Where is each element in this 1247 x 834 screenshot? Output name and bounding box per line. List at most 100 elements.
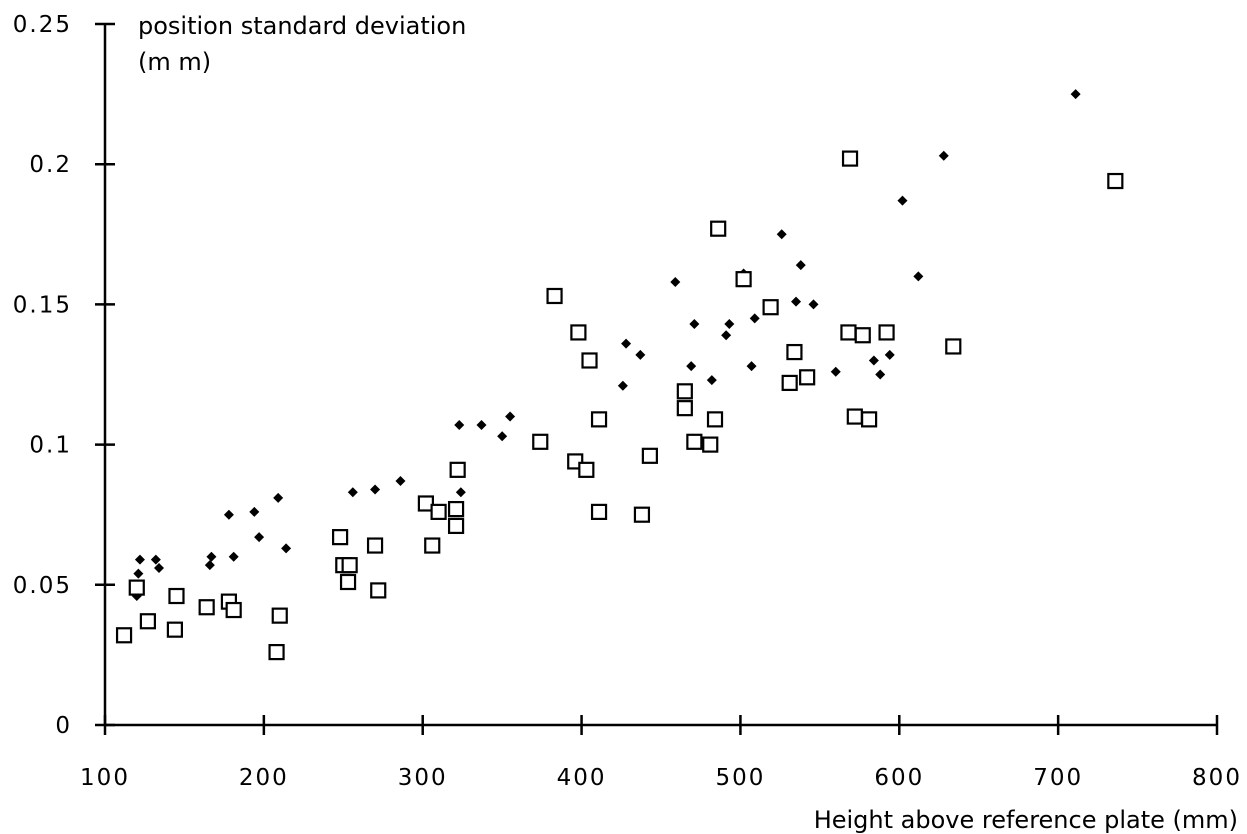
square-point — [702, 436, 719, 453]
diamond-point — [228, 551, 239, 562]
diamond-point — [670, 276, 681, 287]
diamond-point — [689, 319, 700, 330]
square-point — [786, 343, 803, 361]
diamond-point — [621, 338, 632, 349]
square-point — [590, 411, 608, 428]
square-point — [168, 587, 185, 605]
y-axis-title-line1: position standard deviation — [138, 12, 466, 40]
diamond-point — [455, 487, 466, 498]
square-point — [578, 461, 595, 478]
diamond-point — [706, 375, 717, 386]
square-point — [370, 582, 387, 599]
square-point — [581, 352, 598, 369]
diamond-point — [830, 366, 841, 377]
diamond-point — [776, 229, 787, 240]
x-tick-label: 600 — [874, 765, 924, 791]
y-tick-label: 0.1 — [29, 433, 72, 459]
square-point — [570, 324, 587, 341]
square-point — [341, 557, 358, 574]
square-point — [799, 369, 816, 386]
square-point — [424, 537, 441, 554]
square-point — [166, 621, 183, 638]
square-point — [532, 433, 549, 450]
diamond-point — [938, 150, 949, 161]
x-tick-label: 800 — [1192, 765, 1242, 791]
square-point — [271, 607, 288, 624]
square-point — [447, 500, 465, 518]
diamond-point — [204, 560, 215, 571]
square-point — [139, 613, 156, 630]
square-point — [686, 433, 703, 450]
diamond-point — [913, 271, 924, 282]
square-point — [861, 411, 878, 428]
y-tick-label: 0.25 — [13, 12, 72, 38]
x-axis-title: Height above reference plate (mm) — [814, 806, 1238, 834]
square-point — [854, 327, 871, 344]
diamond-point — [791, 296, 802, 307]
square-point — [339, 573, 357, 591]
x-tick-label: 200 — [239, 765, 289, 791]
diamond-point — [749, 313, 760, 324]
diamond-point — [273, 492, 284, 503]
diamond-point — [347, 487, 358, 498]
diamond-point — [497, 431, 508, 442]
square-point — [430, 503, 447, 520]
square-point — [225, 601, 242, 619]
square-point — [676, 383, 693, 400]
diamond-point — [150, 554, 161, 565]
diamond-point — [1070, 89, 1081, 100]
square-point — [762, 299, 779, 316]
y-tick-label: 0 — [55, 713, 72, 739]
y-axis-title-line2: (m m) — [138, 48, 211, 76]
square-point — [1107, 172, 1124, 190]
y-tick-label: 0.2 — [29, 152, 72, 178]
diamond-point — [897, 195, 908, 206]
square-point — [268, 643, 285, 661]
y-tick-label: 0.15 — [13, 292, 72, 318]
square-point — [781, 374, 798, 392]
y-axis-ticks: 0 0.05 0.1 0.15 0.2 0.25 — [13, 12, 115, 739]
square-point — [447, 517, 465, 535]
square-point — [706, 411, 724, 428]
diamond-point — [746, 361, 757, 372]
square-point — [366, 537, 384, 554]
square-point — [735, 271, 752, 288]
diamond-point — [884, 349, 895, 360]
square-point — [417, 495, 434, 512]
diamond-point — [454, 419, 465, 430]
diamond-point — [875, 369, 886, 380]
square-point — [633, 506, 651, 523]
diamond-point — [795, 260, 806, 271]
square-point — [590, 503, 608, 520]
x-tick-label: 700 — [1033, 765, 1083, 791]
x-tick-label: 300 — [398, 765, 448, 791]
diamond-point — [868, 355, 879, 366]
square-point — [846, 408, 863, 425]
diamond-point — [505, 411, 516, 422]
diamond-point — [223, 509, 234, 520]
square-point — [115, 627, 133, 644]
x-axis-ticks: 100 200 300 400 500 600 700 800 — [80, 715, 1242, 791]
diamond-point — [134, 554, 145, 565]
diamond-point — [281, 543, 292, 554]
y-tick-label: 0.05 — [13, 573, 72, 599]
x-tick-label: 400 — [557, 765, 607, 791]
diamond-point — [395, 476, 406, 487]
square-point — [128, 579, 145, 596]
x-tick-label: 500 — [715, 765, 765, 791]
diamond-point — [808, 299, 819, 310]
square-point — [641, 447, 658, 464]
diamond-point — [721, 330, 732, 341]
diamond-point — [133, 568, 144, 579]
diamond-point — [724, 319, 735, 330]
diamond-point — [617, 380, 628, 391]
diamond-point — [206, 551, 217, 562]
square-point — [332, 529, 349, 546]
diamond-point — [154, 562, 165, 573]
square-point — [878, 324, 895, 341]
diamond-point — [635, 349, 646, 360]
square-point — [945, 338, 962, 355]
square-point — [841, 150, 859, 167]
square-point — [676, 400, 693, 417]
